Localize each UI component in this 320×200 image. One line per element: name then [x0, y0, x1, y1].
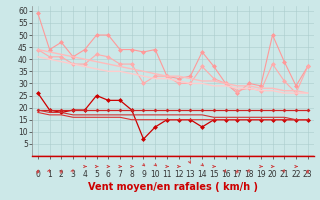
X-axis label: Vent moyen/en rafales ( km/h ): Vent moyen/en rafales ( km/h )	[88, 182, 258, 192]
